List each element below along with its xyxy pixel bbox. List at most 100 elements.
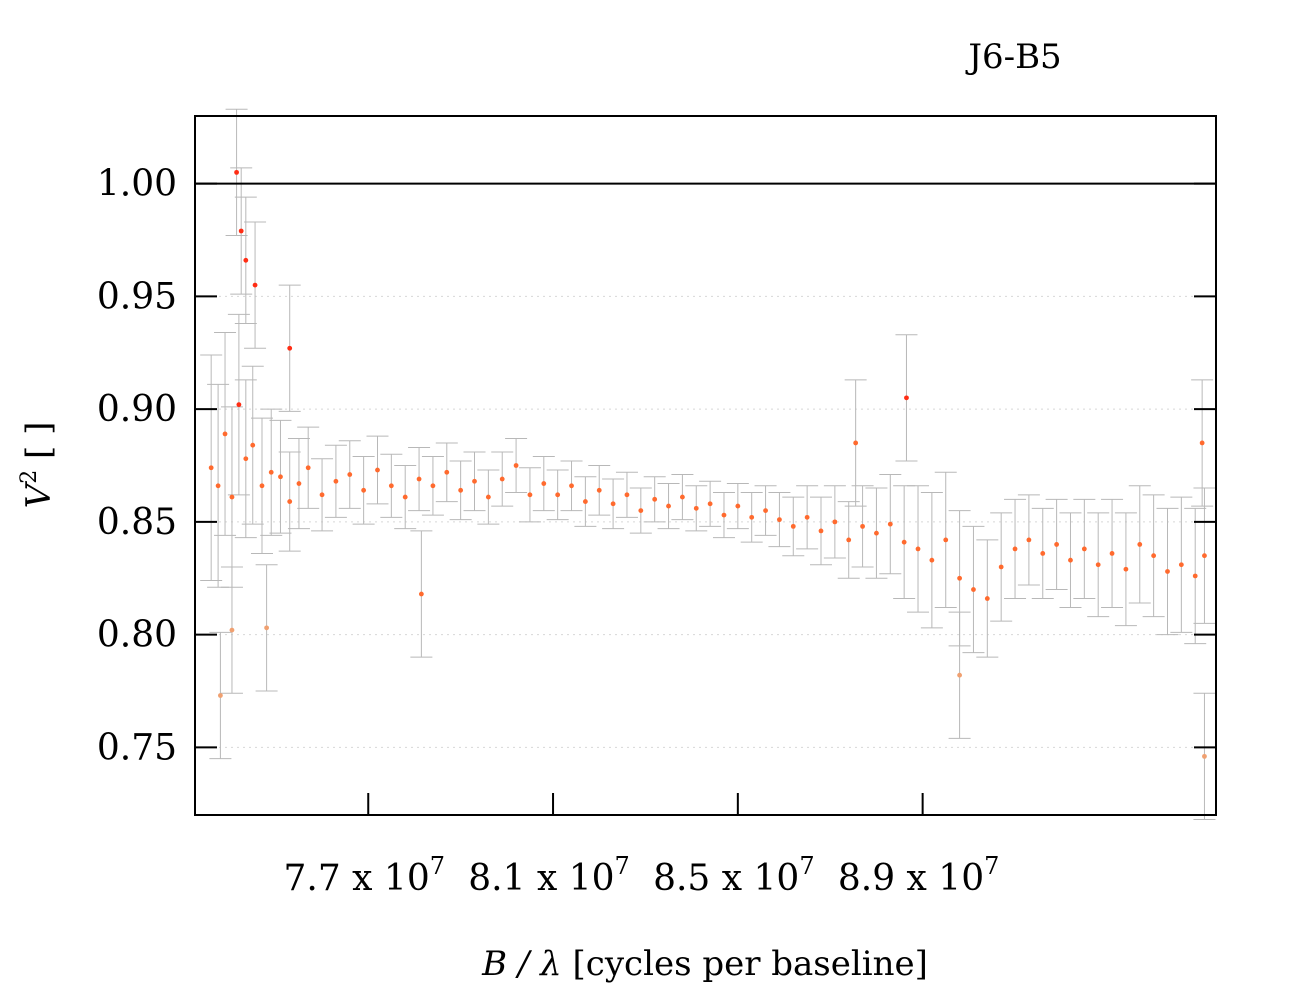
- data-point: [1202, 753, 1207, 759]
- data-point: [347, 472, 353, 477]
- data-point: [929, 557, 935, 563]
- data-point: [1026, 537, 1032, 543]
- data-point: [259, 483, 265, 489]
- data-point: [229, 627, 235, 633]
- data-point: [1012, 546, 1018, 552]
- data-point: [472, 478, 477, 484]
- data-point: [243, 257, 249, 263]
- data-point: [555, 492, 561, 498]
- x-axis-label: B / λ [cycles per baseline]: [481, 944, 928, 984]
- data-point: [287, 499, 293, 504]
- data-point: [296, 481, 302, 486]
- data-point: [749, 514, 755, 520]
- x-tick-label: 8.5 x 107: [653, 852, 815, 899]
- data-point: [569, 483, 574, 489]
- x-axis-label-units: [cycles per baseline]: [562, 944, 928, 984]
- data-point: [444, 469, 450, 475]
- data-point: [1123, 566, 1129, 572]
- x-tick-label: 8.9 x 107: [838, 852, 1000, 899]
- data-point: [208, 465, 214, 471]
- data-point: [215, 483, 221, 489]
- data-point: [1054, 542, 1060, 547]
- data-point: [229, 494, 235, 500]
- data-point: [236, 402, 242, 408]
- data-point: [735, 503, 741, 509]
- data-point: [361, 487, 367, 493]
- data-point: [624, 492, 630, 498]
- data-point: [638, 508, 644, 513]
- data-point: [818, 528, 824, 534]
- y-tick-label: 1.00: [97, 164, 177, 205]
- data-point: [333, 478, 339, 484]
- data-point: [238, 228, 244, 234]
- y-tick-label: 0.80: [97, 615, 177, 656]
- data-point: [915, 546, 921, 552]
- data-point: [1192, 573, 1198, 579]
- data-point: [777, 517, 782, 523]
- plot-frame: [194, 115, 1217, 816]
- data-point: [1137, 542, 1143, 547]
- data-point: [234, 169, 239, 175]
- y-tick-label: 0.95: [97, 276, 177, 317]
- data-points: [208, 169, 1207, 759]
- chart-title: J6-B5: [965, 37, 1061, 77]
- data-point: [1151, 553, 1157, 559]
- data-point: [388, 483, 394, 489]
- data-point: [264, 625, 270, 631]
- x-tick-label: 7.7 x 107: [283, 852, 445, 899]
- data-point: [305, 465, 311, 471]
- data-point: [693, 505, 699, 511]
- data-point: [904, 395, 909, 401]
- data-point: [1109, 551, 1115, 556]
- data-point: [287, 345, 293, 351]
- data-point: [998, 564, 1004, 570]
- data-point: [860, 523, 865, 529]
- data-point: [1068, 557, 1073, 563]
- data-point: [541, 481, 547, 486]
- data-point: [971, 587, 976, 592]
- data-point: [218, 693, 223, 698]
- data-point: [984, 596, 990, 601]
- data-point: [458, 487, 464, 493]
- data-point: [416, 476, 422, 482]
- data-point: [832, 519, 838, 525]
- data-point: [375, 467, 380, 473]
- data-point: [319, 492, 325, 498]
- data-point: [853, 440, 859, 446]
- data-point: [1095, 562, 1101, 568]
- data-point: [527, 492, 533, 498]
- x-axis: 7.7 x 107 8.1 x 107 8.5 x 107 8.9 x 107: [283, 793, 999, 899]
- y-axis-label-exponent: 2: [17, 470, 42, 484]
- data-point: [846, 537, 852, 543]
- x-tick-label: 8.1 x 107: [468, 852, 630, 899]
- data-point: [680, 494, 685, 500]
- y-tick-label: 0.90: [97, 389, 177, 430]
- x-axis-label-symbol: B / λ: [481, 944, 562, 984]
- data-point: [252, 282, 258, 288]
- data-point: [652, 496, 658, 502]
- data-point: [874, 530, 879, 536]
- data-point: [1165, 569, 1170, 574]
- data-point: [610, 501, 616, 507]
- data-point: [430, 483, 436, 489]
- y-axis-label-units: [ ]: [19, 422, 59, 470]
- data-point: [243, 456, 249, 462]
- data-point: [887, 521, 893, 527]
- data-point: [499, 476, 505, 482]
- data-point: [901, 539, 907, 545]
- data-point: [485, 494, 491, 500]
- data-point: [804, 514, 810, 520]
- data-point: [707, 501, 713, 507]
- data-point: [222, 431, 228, 437]
- data-point: [957, 672, 962, 678]
- data-point: [957, 575, 962, 581]
- y-axis-label-symbol: V: [19, 480, 59, 508]
- data-point: [596, 487, 602, 493]
- data-point: [943, 537, 949, 543]
- data-point: [402, 494, 408, 500]
- data-point: [582, 499, 588, 504]
- data-point: [666, 503, 671, 509]
- data-point: [513, 463, 519, 468]
- data-point: [1202, 553, 1207, 559]
